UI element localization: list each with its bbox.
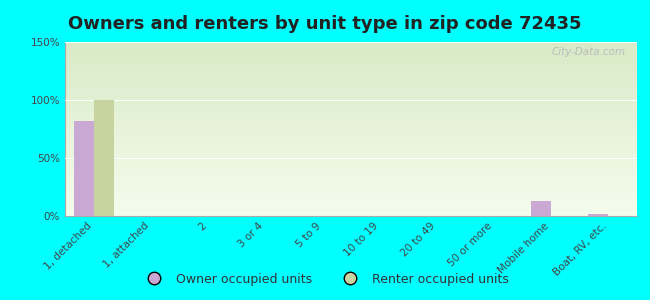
Bar <box>94 100 114 216</box>
Text: Owners and renters by unit type in zip code 72435: Owners and renters by unit type in zip c… <box>68 15 582 33</box>
Bar <box>73 121 94 216</box>
Bar <box>588 214 608 216</box>
Text: City-Data.com: City-Data.com <box>551 47 625 57</box>
Legend: Owner occupied units, Renter occupied units: Owner occupied units, Renter occupied un… <box>136 268 514 291</box>
Bar <box>531 201 551 216</box>
